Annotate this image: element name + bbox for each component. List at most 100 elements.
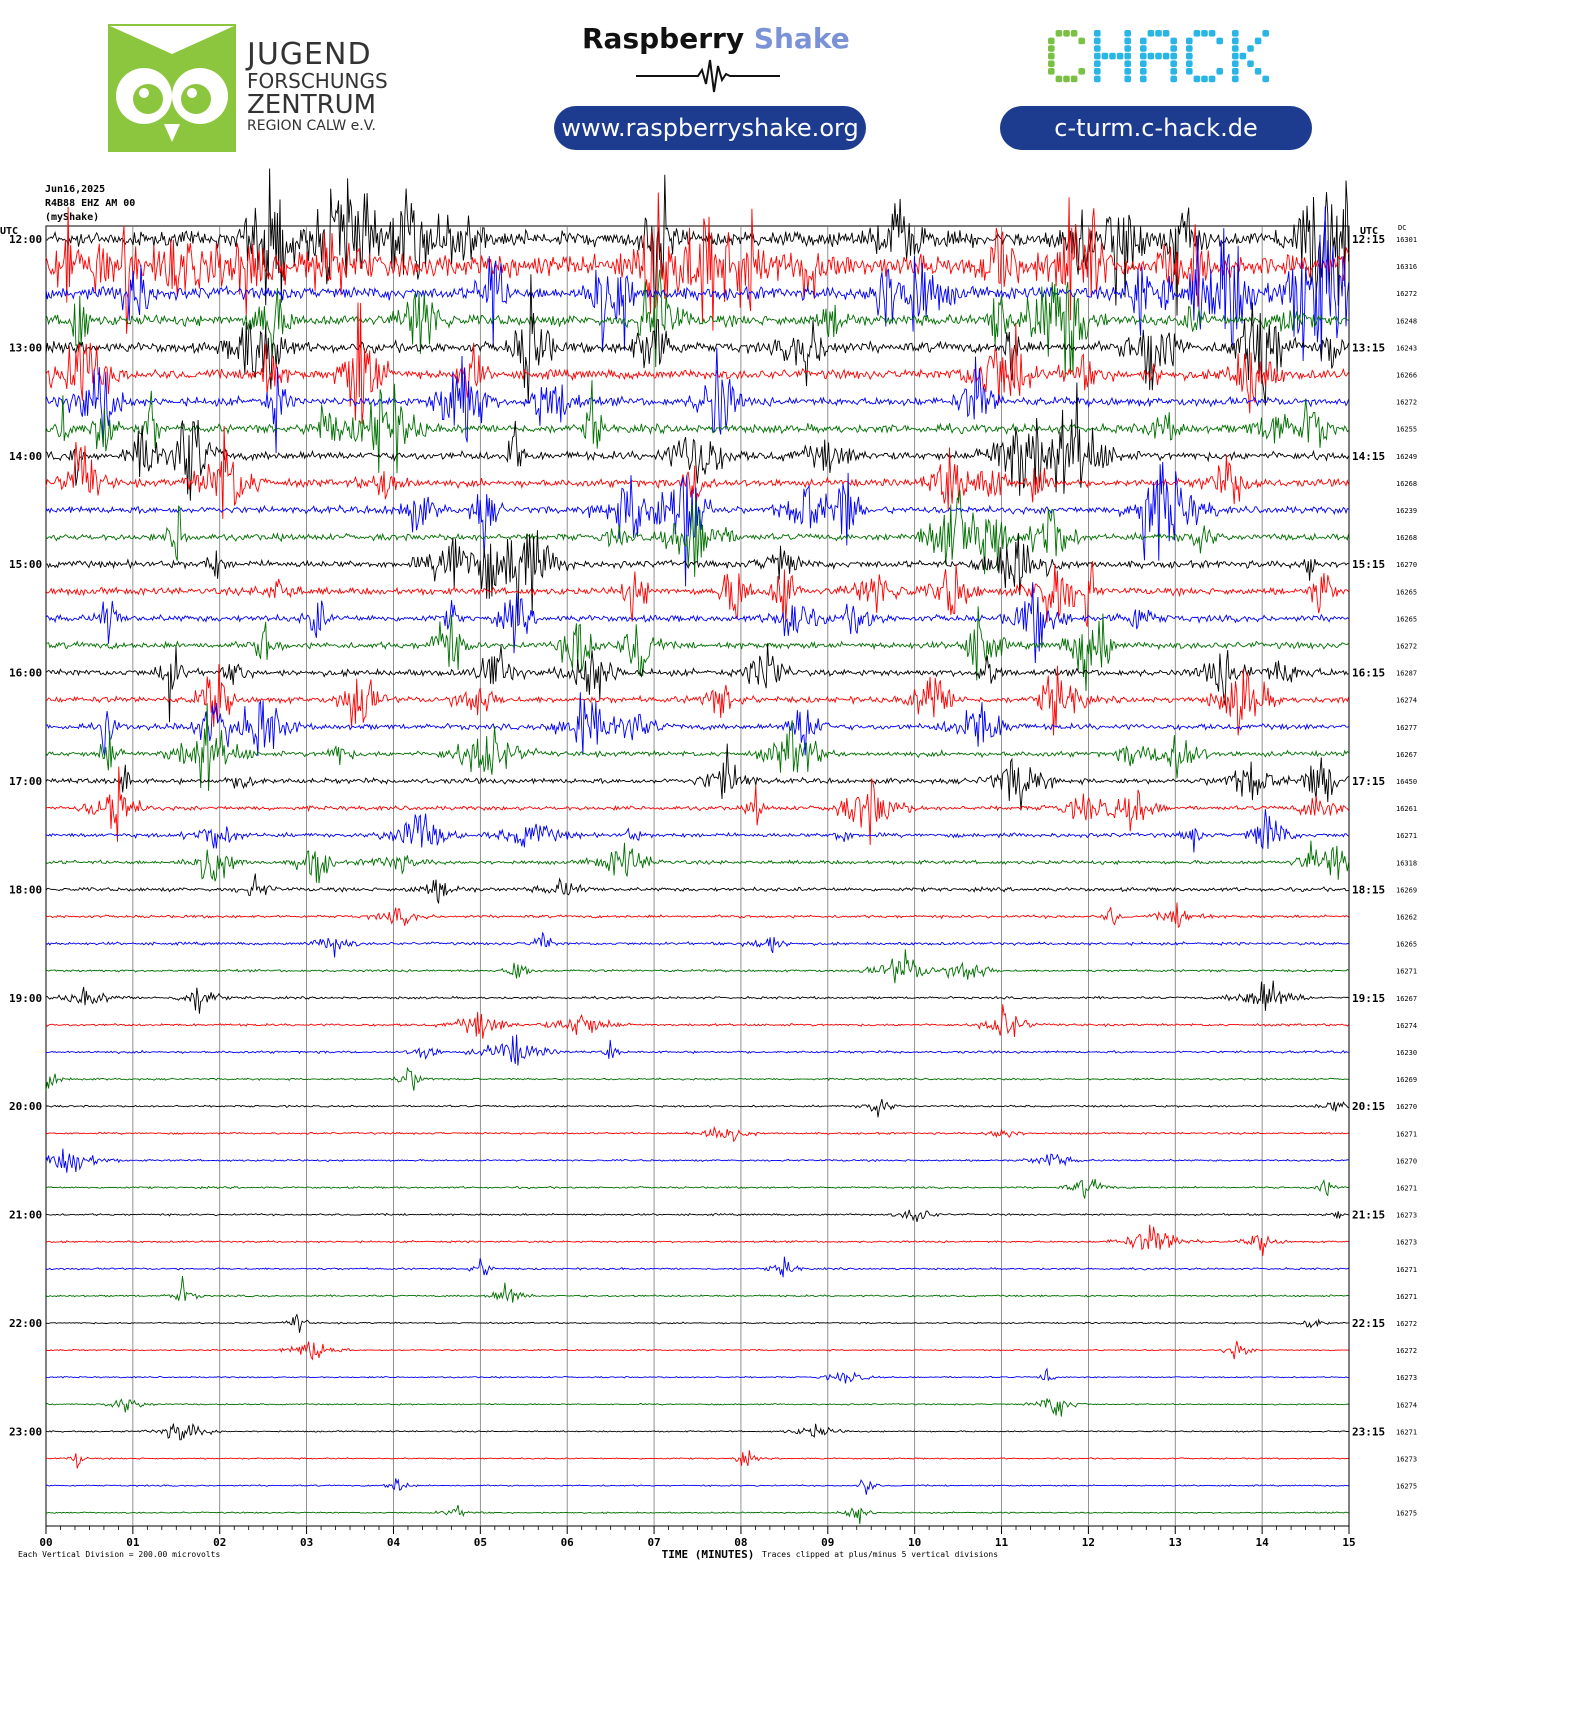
- seismic-trace: [45, 664, 1350, 736]
- org-line-4: REGION CALW e.V.: [247, 118, 376, 134]
- seismic-trace: [45, 1004, 1349, 1039]
- left-hour-label: 22:00: [9, 1317, 42, 1330]
- seismic-trace: [45, 302, 1349, 424]
- dc-offset-label: 16268: [1396, 534, 1417, 542]
- seismic-trace: [45, 692, 1349, 757]
- x-tick-label: 04: [387, 1536, 401, 1549]
- chack-url[interactable]: c-turm.c-hack.de: [1000, 106, 1312, 150]
- x-tick-label: 07: [647, 1536, 660, 1549]
- clip-note: Traces clipped at plus/minus 5 vertical …: [762, 1550, 998, 1559]
- x-tick-label: 05: [474, 1536, 487, 1549]
- seismic-trace: [46, 168, 1350, 316]
- seismic-trace: [45, 382, 1350, 501]
- left-hour-label: 15:00: [9, 558, 42, 571]
- network-name: (myShake): [45, 212, 100, 223]
- seismic-trace: [45, 425, 1350, 519]
- dc-offset-label: 16270: [1396, 1157, 1417, 1165]
- dc-offset-label: 16273: [1396, 1456, 1417, 1464]
- seismic-trace: [45, 932, 1349, 958]
- hour-labels: UTC UTC DC 12:00 13:00 14:00 15:00 16:00 17:00 18…: [0, 224, 1417, 1518]
- rs-word-1: Raspberry: [582, 22, 745, 55]
- seismic-trace: [45, 380, 1349, 474]
- right-hour-label: 20:15: [1352, 1100, 1385, 1113]
- dc-offset-label: 16271: [1396, 1185, 1417, 1193]
- left-hour-label: 20:00: [9, 1100, 42, 1113]
- x-tick-label: 12: [1082, 1536, 1095, 1549]
- dc-offset-label: 16318: [1396, 859, 1417, 867]
- left-hour-label: 21:00: [9, 1209, 42, 1222]
- dc-offset-label: 16273: [1396, 1374, 1417, 1382]
- seismic-trace: [45, 1398, 1349, 1417]
- seismic-trace: [45, 606, 1349, 692]
- dc-offset-label: 16271: [1396, 968, 1417, 976]
- chack-letter-c: [1186, 30, 1223, 83]
- seismic-trace: [45, 1256, 1349, 1278]
- chack-letter-a: [1140, 30, 1177, 83]
- x-tick-label: 11: [995, 1536, 1009, 1549]
- right-hour-label: 19:15: [1352, 992, 1385, 1005]
- org-name: JUGEND FORSCHUNGS ZENTRUM REGION CALW e.…: [247, 37, 388, 135]
- x-tick-label: 15: [1342, 1536, 1355, 1549]
- dc-offset-label: 16274: [1396, 697, 1417, 705]
- seismic-trace: [46, 530, 1349, 623]
- x-axis-title: TIME (MINUTES): [662, 1548, 755, 1561]
- dc-offset-label: 16269: [1396, 1076, 1417, 1084]
- dc-offset-label: 16272: [1396, 1320, 1417, 1328]
- x-tick-label: 13: [1169, 1536, 1182, 1549]
- dc-offset-label: 16274: [1396, 1022, 1417, 1030]
- x-tick-label: 09: [821, 1536, 834, 1549]
- seismic-trace: [45, 1340, 1349, 1361]
- trace-group: [45, 168, 1350, 1525]
- dc-offset-label: 16270: [1396, 1103, 1417, 1111]
- owl-icon: [108, 24, 236, 152]
- right-hour-label: 16:15: [1352, 667, 1385, 680]
- dc-offset-label: 16301: [1396, 236, 1417, 244]
- dc-offset-label: 16271: [1396, 1428, 1417, 1436]
- dc-offset-label: 16272: [1396, 643, 1417, 651]
- x-tick-label: 08: [734, 1536, 747, 1549]
- seismic-trace: [45, 766, 1349, 846]
- seismic-trace: [45, 1066, 1349, 1091]
- left-hour-label: 23:00: [9, 1425, 42, 1438]
- dc-offset-label: 16271: [1396, 1130, 1417, 1138]
- station-meta: Jun16,2025 R4B88 EHZ AM 00 (myShake): [45, 183, 135, 225]
- left-hour-label: 17:00: [9, 775, 42, 788]
- seismic-trace: [45, 1504, 1349, 1525]
- right-axis-label: UTC: [1360, 226, 1378, 237]
- right-hour-label: 15:15: [1352, 558, 1385, 571]
- dc-offset-label: 16248: [1396, 317, 1417, 325]
- dc-offset-label: 16274: [1396, 1401, 1417, 1409]
- right-hour-label: 12:15: [1352, 233, 1385, 246]
- raspberry-shake-url[interactable]: www.raspberryshake.org: [554, 106, 866, 150]
- org-line-1: JUGEND: [247, 37, 372, 72]
- dc-offset-label: 16261: [1396, 805, 1417, 813]
- seismic-trace: [45, 1478, 1349, 1495]
- right-hour-label: 13:15: [1352, 341, 1385, 354]
- x-tick-label: 14: [1256, 1536, 1270, 1549]
- seismic-trace: [46, 1450, 1349, 1469]
- left-hour-label: 14:00: [9, 450, 42, 463]
- seismic-trace: [45, 206, 1350, 362]
- time-axis: 00 01 02 03 04 05 06 07 08 09 10 11 12 13 14 15 TIME (MI…: [18, 1526, 1356, 1561]
- dc-offset-label: 16450: [1396, 778, 1417, 786]
- org-line-3: ZENTRUM: [247, 90, 377, 120]
- dc-offset-label: 16243: [1396, 344, 1417, 352]
- x-tick-label: 00: [39, 1536, 52, 1549]
- record-date: Jun16,2025: [45, 184, 106, 195]
- seismic-trace: [45, 949, 1349, 984]
- seismic-trace: [45, 1178, 1349, 1199]
- right-hour-label: 23:15: [1352, 1425, 1385, 1438]
- x-tick-label: 10: [908, 1536, 921, 1549]
- dc-offset-label: 16266: [1396, 372, 1417, 380]
- right-hour-label: 17:15: [1352, 775, 1385, 788]
- seismic-trace: [45, 1148, 1349, 1173]
- dc-offset-label: 16255: [1396, 426, 1417, 434]
- raspberry-shake-logo: Raspberry Shake: [582, 22, 850, 55]
- left-axis-label: UTC: [0, 226, 18, 237]
- seismic-trace: [45, 703, 1349, 791]
- seismic-trace: [45, 1034, 1349, 1066]
- x-tick-label: 01: [126, 1536, 140, 1549]
- x-tick-label: 06: [561, 1536, 575, 1549]
- dc-offset-label: 16316: [1396, 263, 1417, 271]
- dc-offset-label: 16265: [1396, 941, 1417, 949]
